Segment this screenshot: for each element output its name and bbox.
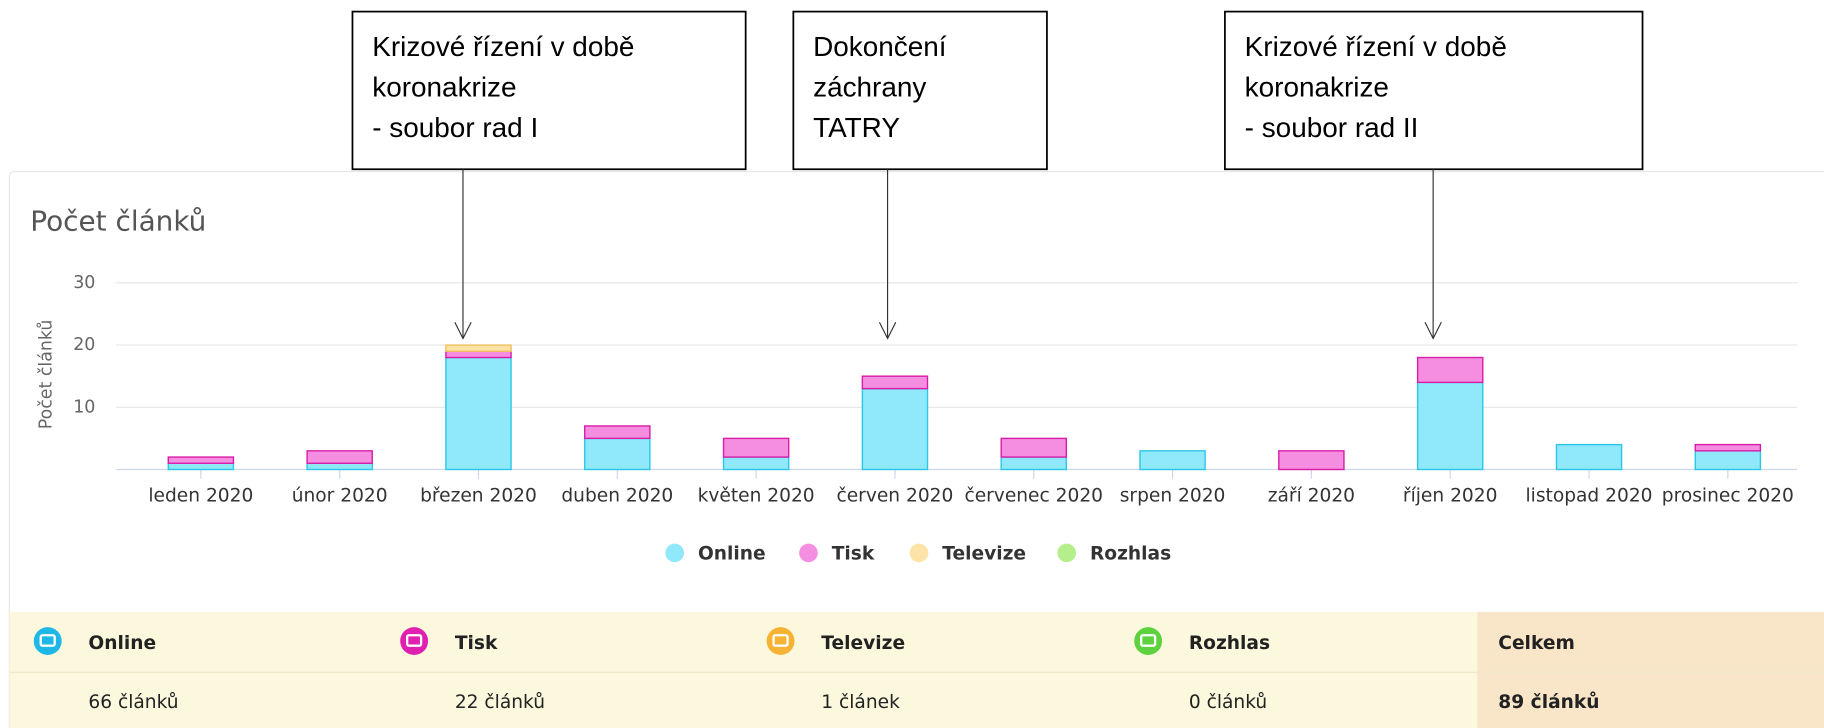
summary-icon-glyph — [1140, 634, 1157, 647]
summary-icon-glyph — [772, 634, 789, 647]
x-tick-label: srpen 2020 — [1120, 486, 1226, 507]
annotation-text: TATRY — [813, 112, 900, 143]
summary-total-bg — [1477, 612, 1824, 728]
bar-segment — [306, 450, 373, 464]
summary-header: Rozhlas — [1189, 633, 1270, 654]
x-tick-label: březen 2020 — [420, 486, 537, 507]
legend-label: Tisk — [832, 544, 875, 565]
legend-swatch — [909, 543, 929, 563]
x-tick-label: září 2020 — [1268, 486, 1355, 507]
legend-swatch — [1057, 543, 1077, 563]
annotation-text: - soubor rad I — [372, 112, 538, 143]
bar-segment — [1694, 450, 1762, 471]
legend-swatch — [665, 543, 684, 563]
legend-swatch — [799, 543, 818, 563]
y-tick-label: 30 — [73, 273, 95, 293]
summary-icon — [33, 627, 62, 655]
bar-segment — [1139, 450, 1206, 471]
x-tick-label: leden 2020 — [148, 486, 253, 507]
bar-segment — [1416, 356, 1484, 384]
annotation-arrowhead — [1424, 322, 1442, 340]
summary-value: 0 článků — [1189, 691, 1267, 713]
summary-value: 89 článků — [1498, 690, 1599, 713]
bar-segment — [584, 425, 651, 440]
summary-icon — [400, 627, 429, 655]
y-axis-label: Počet článků — [37, 320, 57, 430]
annotation-arrowhead — [454, 322, 472, 340]
legend-label: Online — [698, 544, 766, 565]
legend-label: Televize — [942, 544, 1026, 565]
annotation-text: Krizové řízení v době — [372, 31, 634, 62]
bar-segment — [1694, 443, 1762, 452]
summary-header: Online — [88, 633, 156, 654]
summary-header: Celkem — [1498, 633, 1575, 654]
annotation-text: - soubor rad II — [1245, 112, 1419, 143]
summary-header: Tisk — [455, 633, 498, 654]
annotation-text: koronakrize — [1245, 72, 1389, 103]
annotation-text: Krizové řízení v době — [1245, 31, 1507, 62]
chart-title: Počet článků — [30, 205, 206, 238]
summary-icon-glyph — [405, 634, 423, 647]
bar-segment — [1000, 437, 1068, 458]
x-tick-label: červen 2020 — [837, 486, 954, 507]
summary-header: Televize — [821, 633, 905, 654]
summary-value: 22 článků — [455, 691, 545, 713]
bar-segment — [1000, 456, 1068, 471]
bar-segment — [167, 456, 235, 464]
annotation-arrowhead — [878, 322, 897, 340]
bar-segment — [445, 356, 512, 471]
x-tick-label: říjen 2020 — [1403, 486, 1498, 507]
x-tick-label: prosinec 2020 — [1662, 486, 1794, 507]
summary-value: 1 článek — [821, 692, 900, 713]
annotation-box — [1224, 10, 1644, 171]
x-tick-label: červenec 2020 — [964, 486, 1103, 507]
bar-segment — [722, 456, 790, 471]
summary-icon — [1134, 627, 1163, 655]
summary-icon-glyph — [39, 634, 56, 647]
annotation-box — [792, 10, 1048, 171]
bar-segment — [1416, 381, 1484, 471]
bar-segment — [861, 375, 929, 390]
legend-label: Rozhlas — [1090, 544, 1171, 565]
y-tick-label: 20 — [73, 335, 95, 355]
summary-icon — [766, 627, 795, 655]
bar-segment — [167, 462, 235, 471]
bar-segment — [306, 462, 373, 471]
x-tick-label: listopad 2020 — [1526, 486, 1653, 507]
bar-segment — [861, 387, 929, 471]
bar-segment — [445, 350, 512, 359]
y-tick-label: 10 — [73, 397, 95, 417]
annotation-text: Dokončení — [813, 31, 947, 62]
bar-segment — [584, 437, 651, 471]
x-tick-label: únor 2020 — [292, 486, 388, 507]
annotation-box — [351, 10, 747, 171]
bar-segment — [1278, 450, 1345, 471]
summary-bg — [9, 612, 1478, 728]
x-tick-label: květen 2020 — [698, 486, 815, 507]
bar-segment — [722, 437, 790, 458]
bar-segment — [445, 344, 512, 352]
x-tick-label: duben 2020 — [561, 486, 673, 507]
summary-value: 66 článků — [88, 691, 178, 713]
annotation-text: koronakrize — [372, 72, 516, 103]
bar-segment — [1555, 443, 1623, 471]
annotation-text: záchrany — [813, 72, 926, 103]
